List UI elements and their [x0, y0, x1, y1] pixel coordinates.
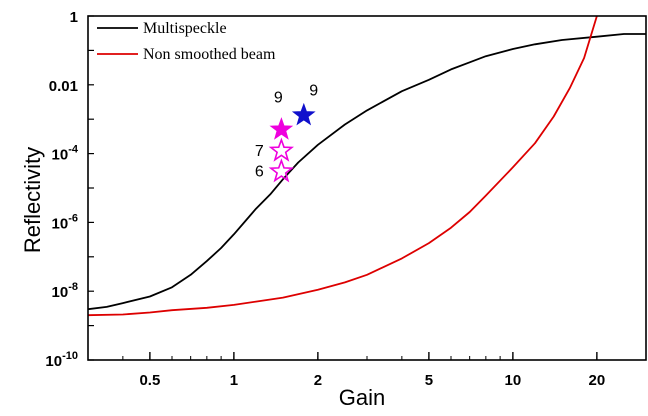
filled-star-marker-2 — [269, 117, 294, 140]
legend-label-1: Multispeckle — [143, 20, 227, 37]
open-star-marker-4 — [268, 158, 295, 183]
x-tick-label: 20 — [589, 372, 606, 389]
marker-label-4: 6 — [255, 164, 264, 181]
filled-star-marker-1 — [291, 102, 316, 126]
series-line-2 — [88, 16, 598, 317]
x-tick-label: 2 — [314, 372, 322, 389]
axes-layer: 0.5 1 2 5 10 20 1 0.01 10-4 10-6 10-8 10-10 — [45, 9, 647, 389]
open-star-marker-3 — [268, 137, 295, 162]
plot-frame — [87, 15, 647, 361]
series-layer — [88, 16, 646, 317]
y-axis-title: Reflectivity — [20, 147, 45, 253]
y-tick-label: 1 — [70, 9, 78, 26]
y-tick-label: 10-6 — [52, 212, 78, 232]
marker-label-1: 9 — [309, 82, 318, 99]
y-tick-label: 0.01 — [49, 78, 78, 95]
x-tick-label: 5 — [425, 372, 433, 389]
x-axis-title: Gain — [339, 385, 385, 410]
x-tick-label: 0.5 — [139, 372, 160, 389]
legend-label-2: Non smoothed beam — [143, 46, 276, 63]
marker-label-2: 9 — [274, 90, 283, 107]
marker-layer: 9 9 7 6 — [255, 82, 318, 183]
legend: Multispeckle Non smoothed beam — [97, 20, 276, 63]
y-tick-label: 10-8 — [52, 281, 78, 301]
marker-label-3: 7 — [255, 143, 264, 160]
x-tick-label: 10 — [505, 372, 522, 389]
series-line-1 — [88, 33, 646, 311]
x-tick-label: 1 — [230, 372, 238, 389]
y-tick-label: 10-10 — [45, 350, 78, 370]
y-tick-label: 10-4 — [52, 144, 79, 164]
